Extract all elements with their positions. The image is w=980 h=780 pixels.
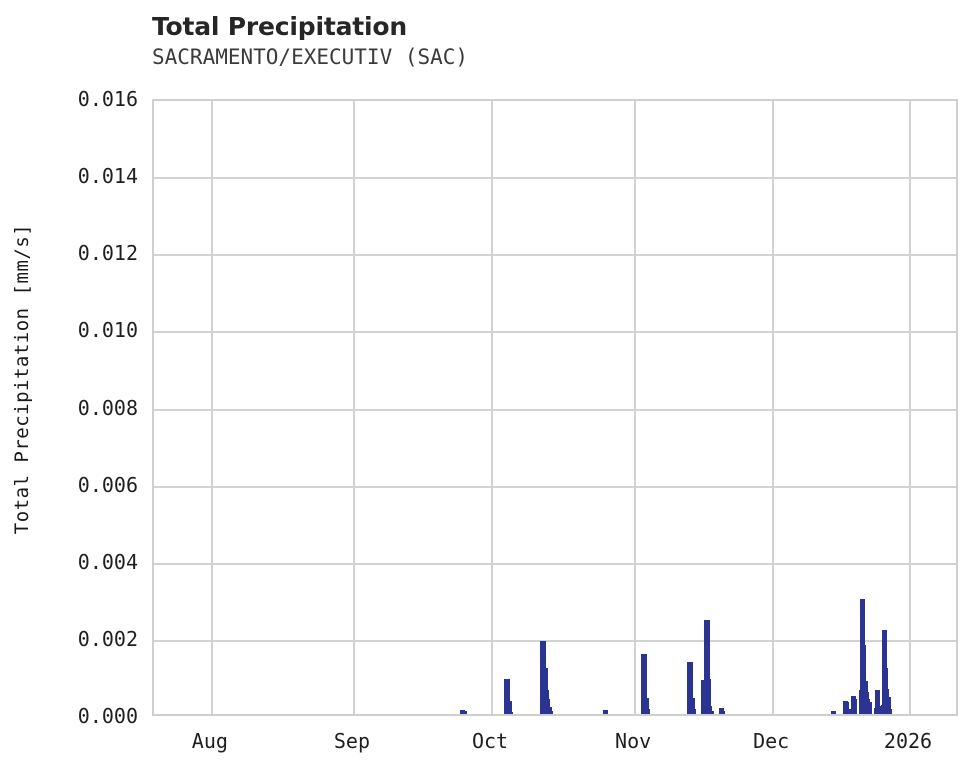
gridline-horizontal: [154, 485, 956, 488]
x-tick-label: Nov: [615, 729, 652, 753]
gridline-horizontal: [154, 331, 956, 334]
bar: [641, 654, 647, 714]
y-axis-ticks: 0.000 0.002 0.004 0.006 0.008 0.010 0.012 0.014…: [0, 0, 138, 780]
bar: [831, 710, 837, 714]
gridline-horizontal: [154, 639, 956, 642]
bar: [602, 710, 609, 714]
bar: [506, 700, 512, 714]
bar: [887, 709, 893, 714]
x-tick-label: Sep: [333, 729, 371, 753]
y-tick-label: 0.012: [77, 241, 138, 266]
y-tick-label: 0.016: [77, 87, 138, 111]
y-tick-label: 0.006: [77, 472, 138, 497]
gridline-vertical: [909, 101, 912, 714]
y-tick-label: 0.002: [77, 626, 138, 651]
title-block: Total Precipitation SACRAMENTO/EXECUTIV …: [152, 12, 852, 71]
bar: [689, 697, 695, 714]
x-tick-label: 2026: [883, 729, 933, 753]
gridline-vertical: [352, 101, 355, 714]
gridline-horizontal: [154, 562, 956, 565]
y-tick-label: 0.014: [77, 164, 138, 189]
bar: [706, 706, 712, 714]
y-tick-label: 0.000: [77, 704, 138, 728]
bar: [690, 709, 696, 714]
gridline-horizontal: [154, 408, 956, 411]
x-tick-label: Oct: [471, 729, 509, 753]
y-tick-label: 0.010: [77, 318, 138, 343]
gridline-horizontal: [154, 177, 956, 180]
bar: [867, 701, 873, 714]
bar: [644, 708, 650, 714]
bar: [507, 712, 513, 714]
bar: [886, 697, 892, 714]
gridline-vertical: [772, 101, 775, 714]
bar: [844, 702, 850, 714]
y-tick-label: 0.004: [77, 549, 138, 574]
bar: [705, 679, 711, 714]
gridline-vertical: [210, 101, 213, 714]
x-tick-label: Dec: [753, 729, 790, 753]
gridline-vertical: [491, 101, 494, 714]
chart-subtitle: SACRAMENTO/EXECUTIV (SAC): [152, 45, 469, 69]
bar: [546, 707, 552, 714]
y-tick-label: 0.008: [77, 395, 138, 420]
bar: [704, 619, 710, 714]
bar: [719, 710, 725, 714]
bar: [852, 698, 858, 714]
bar: [643, 697, 649, 714]
bar: [708, 710, 714, 714]
x-tick-label: Aug: [191, 729, 228, 753]
plot-area: [152, 99, 958, 716]
page-title: Total Precipitation: [152, 12, 407, 41]
bar: [547, 710, 553, 714]
bar-series: [154, 101, 956, 714]
gridline-horizontal: [154, 254, 956, 257]
bar: [875, 690, 881, 714]
bar: [461, 710, 468, 714]
bar: [861, 645, 867, 714]
bar: [687, 661, 693, 714]
bar: [504, 679, 510, 714]
gridline-vertical: [634, 101, 637, 714]
bar: [544, 698, 550, 714]
